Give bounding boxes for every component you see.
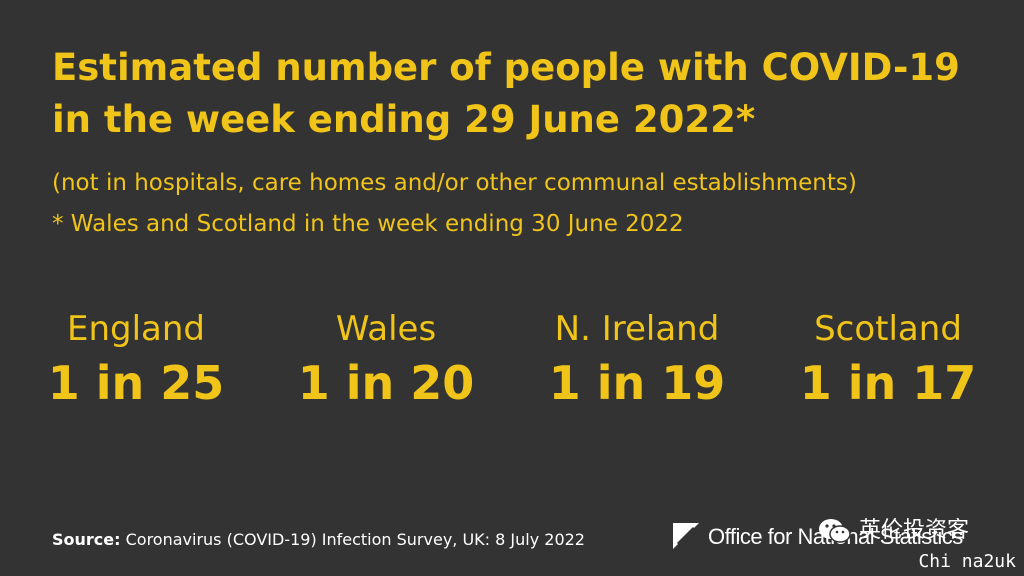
page-title: Estimated number of people with COVID-19… (52, 46, 960, 141)
stat-region: England (66, 309, 206, 349)
source-label: Source: (52, 530, 121, 549)
stat-ratio: 1 in 20 (297, 356, 475, 410)
ons-logo-icon (673, 523, 699, 549)
stat-region: N. Ireland (554, 309, 720, 349)
stat-england: England 1 in 25 (16, 306, 256, 414)
stats-row: England 1 in 25 Wales 1 in 20 N. Ireland… (0, 306, 1024, 426)
stat-ratio: 1 in 25 (47, 356, 225, 410)
watermark: 英伦投资客 (818, 512, 969, 545)
subtitle-footnote: * Wales and Scotland in the week ending … (52, 211, 684, 237)
stat-n-ireland: N. Ireland 1 in 19 (517, 306, 757, 414)
stat-ratio: 1 in 17 (799, 356, 977, 410)
stat-wales: Wales 1 in 20 (266, 306, 506, 414)
wechat-icon (819, 519, 851, 543)
source-note: Source: Coronavirus (COVID-19) Infection… (52, 529, 585, 551)
source-text: Coronavirus (COVID-19) Infection Survey,… (120, 530, 585, 549)
stat-scotland: Scotland 1 in 17 (768, 306, 1008, 414)
stat-ratio: 1 in 19 (548, 356, 726, 410)
stat-region: Scotland (814, 309, 962, 349)
watermark-text: 英伦投资客 (859, 518, 970, 543)
watermark-sub: Chi na2uk (918, 551, 1016, 572)
stat-region: Wales (335, 309, 437, 349)
subtitle-scope: (not in hospitals, care homes and/or oth… (52, 170, 857, 196)
